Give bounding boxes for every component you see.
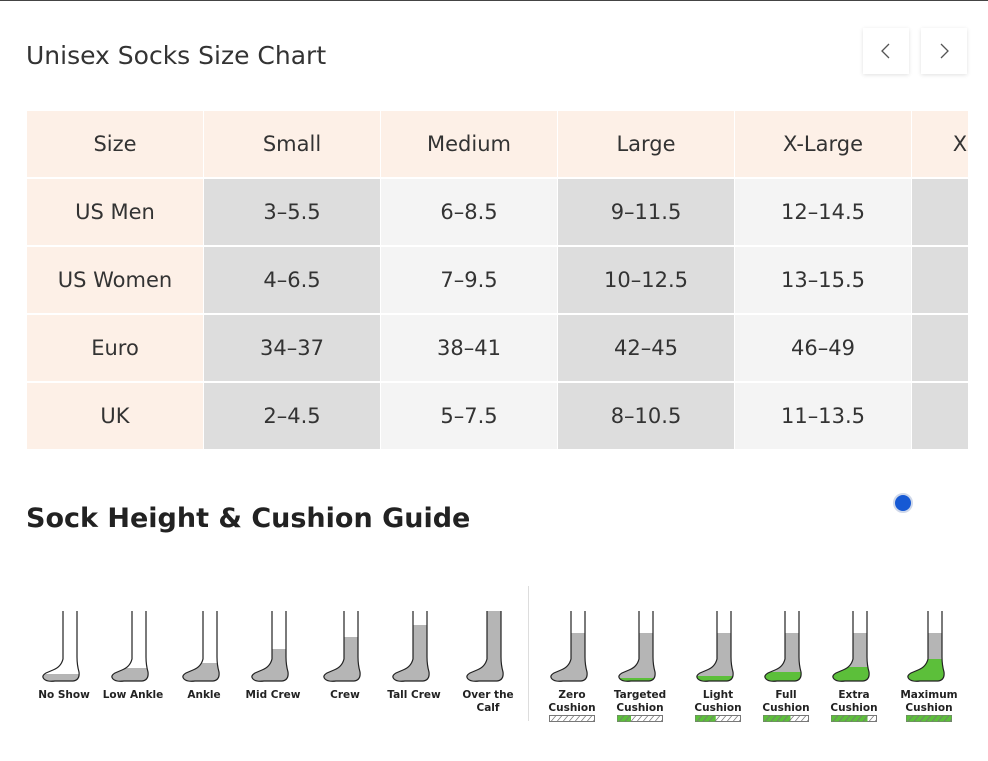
height-label: Mid Crew: [245, 689, 301, 701]
row-header: US Women: [27, 247, 204, 315]
height-item: Mid Crew: [238, 607, 308, 702]
height-item: Low Ankle: [98, 607, 168, 702]
height-label: No Show: [38, 689, 90, 701]
prev-button[interactable]: [863, 28, 909, 74]
table-cell: 15–17: [912, 179, 968, 247]
cushion-label: Maximum Cushion: [900, 689, 958, 714]
cushion-bar: [831, 715, 877, 722]
sock-icon: [251, 611, 289, 682]
cushion-label: Full Cushion: [762, 689, 810, 714]
height-item: Crew: [310, 607, 380, 702]
height-item: Tall Crew: [379, 607, 449, 702]
sock-icon: [392, 611, 430, 682]
table-cell: 34–37: [204, 315, 381, 383]
cushion-label: Targeted Cushion: [613, 689, 667, 714]
sock-icon: [550, 611, 588, 682]
cushion-bar: [549, 715, 595, 722]
sock-icon: [618, 611, 656, 682]
header-cell: Large: [558, 111, 735, 179]
table-cell: 5–7.5: [381, 383, 558, 451]
table-cell: 8–10.5: [558, 383, 735, 451]
row-header: US Men: [27, 179, 204, 247]
page-title: Unisex Socks Size Chart: [26, 41, 327, 70]
row-header: Euro: [27, 315, 204, 383]
cushion-bar: [617, 715, 663, 722]
cushion-item: Zero Cushion: [537, 607, 607, 723]
cushion-item: Targeted Cushion: [605, 607, 675, 723]
table-cell: 12–14.5: [735, 179, 912, 247]
table-cell: 11–13.5: [735, 383, 912, 451]
cushion-item: Extra Cushion: [819, 607, 889, 723]
sock-icon: [323, 611, 361, 682]
cushion-label: Light Cushion: [694, 689, 742, 714]
table-cell: 42–45: [558, 315, 735, 383]
table-cell: 7–9.5: [381, 247, 558, 315]
table-cell: 9–11.5: [558, 179, 735, 247]
height-label: Crew: [330, 689, 360, 701]
row-header: UK: [27, 383, 204, 451]
table-cell: [912, 247, 968, 315]
header-cell: Size: [27, 111, 204, 179]
cushion-item: Light Cushion: [683, 607, 753, 723]
header-cell: X-Large: [735, 111, 912, 179]
divider: [528, 586, 529, 721]
cushion-label: Zero Cushion: [548, 689, 596, 714]
guide-title: Sock Height & Cushion Guide: [26, 503, 471, 534]
header-cell: Medium: [381, 111, 558, 179]
table-cell: 2–4.5: [204, 383, 381, 451]
cushion-item: Maximum Cushion: [894, 607, 964, 723]
sock-icon: [832, 611, 870, 682]
cushion-bar: [906, 715, 952, 722]
next-button[interactable]: [921, 28, 967, 74]
sock-guide: No Show Low Ankle Ankle Mid Crew Crew Tall Cr…: [0, 607, 988, 747]
height-label: Over the Calf: [462, 689, 514, 714]
table-cell: 10–12.5: [558, 247, 735, 315]
table-cell: 46–49: [735, 315, 912, 383]
cushion-bar: [695, 715, 741, 722]
next-icon: [940, 43, 949, 59]
height-label: Tall Crew: [387, 689, 441, 701]
sock-icon: [466, 611, 504, 682]
sock-icon: [42, 611, 80, 682]
height-item: No Show: [29, 607, 99, 702]
cushion-label: Extra Cushion: [830, 689, 878, 714]
prev-icon: [881, 43, 890, 59]
table-cell: 50–52: [912, 315, 968, 383]
height-label: Ankle: [187, 689, 221, 701]
sock-icon: [182, 611, 220, 682]
table-cell: 4–6.5: [204, 247, 381, 315]
cushion-bar: [763, 715, 809, 722]
table-cell: 14–16: [912, 383, 968, 451]
table-row: UK2–4.55–7.58–10.511–13.514–16: [27, 383, 968, 451]
height-label: Low Ankle: [102, 689, 164, 701]
height-item: Over the Calf: [453, 607, 523, 715]
sock-icon: [696, 611, 734, 682]
height-item: Ankle: [169, 607, 239, 702]
table-cell: 6–8.5: [381, 179, 558, 247]
table-cell: 3–5.5: [204, 179, 381, 247]
sock-icon: [764, 611, 802, 682]
cushion-item: Full Cushion: [751, 607, 821, 723]
sock-icon: [907, 611, 945, 682]
header-cell: Small: [204, 111, 381, 179]
table-cell: 38–41: [381, 315, 558, 383]
table-cell: 13–15.5: [735, 247, 912, 315]
table-row: US Women 4–6.5 7–9.5 10–12.5 13–15.5: [27, 247, 968, 315]
carousel-dot[interactable]: [893, 493, 913, 513]
sock-icon: [111, 611, 149, 682]
header-cell: XX-Large: [912, 111, 968, 179]
